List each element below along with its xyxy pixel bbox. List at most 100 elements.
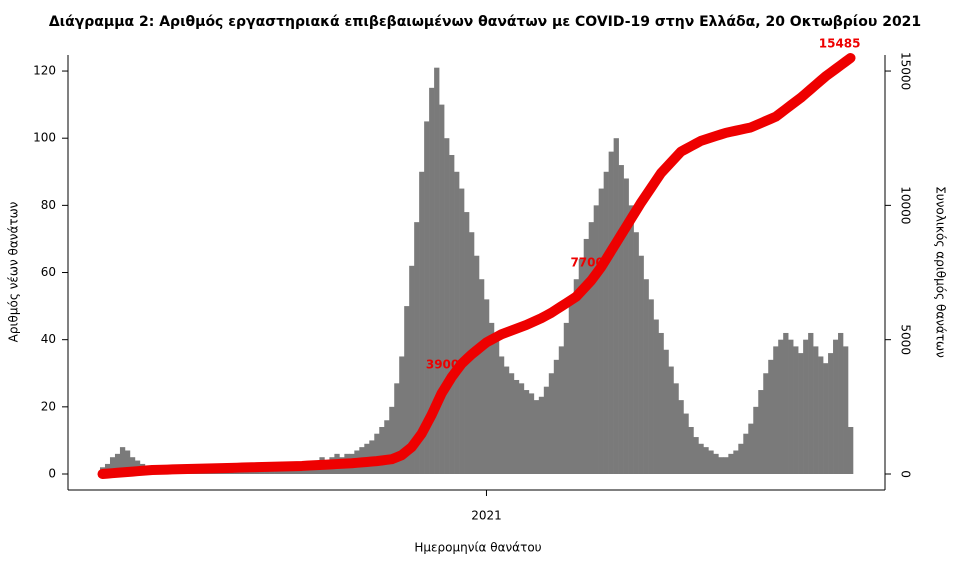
bar <box>613 138 619 474</box>
bar <box>399 356 405 474</box>
y-tick-label: 0 <box>48 467 56 481</box>
bar <box>698 443 704 474</box>
bar <box>493 339 500 474</box>
bar <box>618 165 624 474</box>
bar <box>563 322 570 474</box>
y-tick-label: 40 <box>41 332 56 346</box>
y2-tick-label: 10000 <box>899 186 913 224</box>
bar <box>753 406 759 474</box>
bar <box>733 450 739 474</box>
bar <box>703 447 709 474</box>
bar <box>414 222 420 474</box>
x-axis-label: Ημερομηνία θανάτου <box>414 541 541 555</box>
bar <box>573 279 580 474</box>
bar <box>778 339 784 474</box>
y-tick-label: 120 <box>33 64 56 78</box>
bar <box>379 426 385 474</box>
bar <box>658 332 664 474</box>
y-tick-label: 80 <box>41 198 56 212</box>
annotation: 15485 <box>819 37 861 51</box>
y2-tick-label: 15000 <box>899 52 913 90</box>
bar <box>124 450 131 474</box>
bar <box>109 457 116 474</box>
bar <box>429 87 435 474</box>
bar <box>553 359 560 474</box>
bar <box>848 426 854 474</box>
bar <box>444 138 450 474</box>
bar <box>788 339 794 474</box>
bar <box>588 222 594 474</box>
bar <box>603 171 609 474</box>
bar <box>643 279 649 474</box>
bar <box>713 453 719 474</box>
bar <box>748 423 754 474</box>
bar <box>833 339 839 474</box>
bar <box>129 457 136 474</box>
bar <box>419 171 425 474</box>
bar <box>558 346 565 474</box>
bar <box>464 212 470 475</box>
bar <box>249 470 255 474</box>
bar <box>763 373 769 474</box>
bar <box>813 346 819 474</box>
bar <box>119 447 126 474</box>
bar <box>793 346 799 474</box>
y-axis-label: Αριθμός νέων θανάτων <box>7 201 21 342</box>
bar <box>673 383 679 474</box>
cumulative-line <box>97 53 856 479</box>
bar <box>478 279 485 474</box>
bar <box>518 383 525 474</box>
bar <box>538 396 545 474</box>
bar <box>653 319 659 474</box>
bar <box>459 188 465 474</box>
bar <box>483 299 490 474</box>
bar <box>803 339 809 474</box>
bar <box>608 151 614 474</box>
bar <box>718 457 724 474</box>
bar <box>543 386 550 474</box>
bar <box>449 154 455 475</box>
bar <box>843 346 849 474</box>
bar <box>663 349 669 474</box>
bar <box>708 450 714 474</box>
bar <box>523 390 530 474</box>
bar <box>728 453 734 474</box>
bar <box>743 433 749 474</box>
bar <box>688 426 694 474</box>
bar <box>648 299 654 474</box>
bar <box>683 413 689 474</box>
bar <box>633 232 639 474</box>
bar <box>623 178 629 474</box>
y-tick-label: 20 <box>41 399 56 413</box>
bar <box>598 188 604 474</box>
bar <box>628 205 634 475</box>
bar <box>838 332 844 474</box>
bar <box>568 299 575 474</box>
bar <box>693 437 699 474</box>
bar <box>783 332 789 474</box>
bar <box>583 238 590 474</box>
bar <box>454 171 460 474</box>
chart-title: Διάγραμμα 2: Αριθμός εργαστηριακά επιβεβ… <box>49 14 921 30</box>
bar <box>578 259 585 474</box>
y2-tick-label: 0 <box>899 470 913 478</box>
bar <box>474 255 480 474</box>
bar <box>409 265 415 474</box>
bar <box>828 353 834 474</box>
bar <box>498 356 505 474</box>
bar <box>374 433 380 474</box>
annotation: 7700 <box>570 256 603 270</box>
bar <box>389 406 395 474</box>
bar <box>678 400 684 474</box>
bar <box>798 353 804 474</box>
bar <box>384 420 390 474</box>
bar <box>394 383 400 474</box>
bar <box>593 205 599 475</box>
bar <box>528 393 535 474</box>
bar <box>404 306 410 474</box>
y2-axis-label: Συνολικός αριθμός θανάτων <box>934 186 948 358</box>
bar <box>439 104 445 475</box>
bar <box>773 346 779 474</box>
bar <box>723 457 729 474</box>
bar <box>259 470 265 474</box>
